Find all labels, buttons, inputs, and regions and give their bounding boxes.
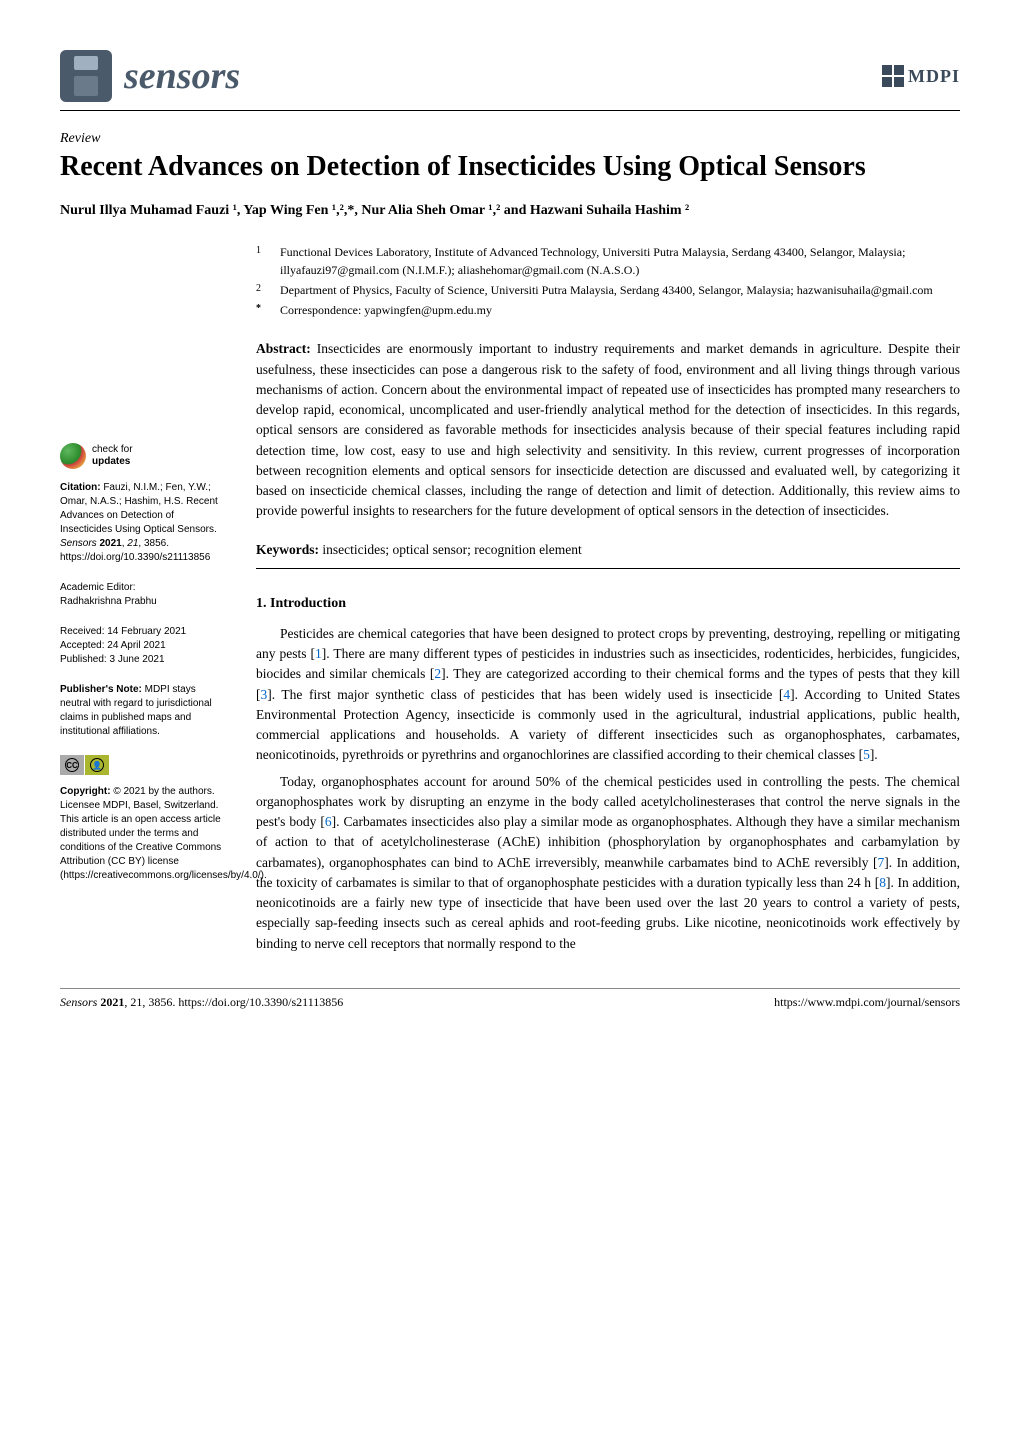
publishers-note-block: Publisher's Note: MDPI stays neutral wit… (60, 683, 228, 739)
citation-volume: 21 (127, 538, 138, 549)
sidebar: check for updates Citation: Fauzi, N.I.M… (60, 243, 228, 960)
editor-label: Academic Editor: (60, 582, 136, 593)
citation-journal: Sensors (60, 538, 97, 549)
editor-name: Radhakrishna Prabhu (60, 596, 157, 607)
check-updates-text: check for updates (92, 444, 133, 468)
header-rule (60, 110, 960, 111)
keywords-label: Keywords: (256, 542, 319, 557)
body-text-span: ]. The first major synthetic class of pe… (267, 687, 783, 702)
copyright-text: © 2021 by the authors. Licensee MDPI, Ba… (60, 786, 267, 881)
publisher-name: MDPI (908, 66, 960, 87)
main-content: 1 Functional Devices Laboratory, Institut… (256, 243, 960, 960)
citation-link[interactable]: 8 (879, 875, 886, 890)
check-line2: updates (92, 456, 130, 467)
affil-text: Department of Physics, Faculty of Scienc… (280, 283, 933, 297)
footer-left: Sensors 2021, 21, 3856. https://doi.org/… (60, 995, 343, 1010)
affiliations-list: 1 Functional Devices Laboratory, Institut… (256, 243, 960, 319)
keywords: Keywords: insecticides; optical sensor; … (256, 540, 960, 560)
citation-block: Citation: Fauzi, N.I.M.; Fen, Y.W.; Omar… (60, 481, 228, 565)
body-paragraph: Today, organophosphates account for arou… (256, 772, 960, 954)
journal-name: sensors (124, 54, 240, 98)
citation-link[interactable]: 5 (863, 747, 870, 762)
copyright-block: Copyright: © 2021 by the authors. Licens… (60, 785, 228, 883)
affil-marker: * (256, 301, 261, 316)
header: sensors MDPI (60, 50, 960, 102)
received-date: 14 February 2021 (107, 626, 186, 637)
section-heading: 1. Introduction (256, 593, 960, 614)
keywords-rule (256, 568, 960, 569)
accepted-label: Accepted: (60, 640, 107, 651)
footer-journal: Sensors (60, 995, 100, 1009)
page-footer: Sensors 2021, 21, 3856. https://doi.org/… (60, 988, 960, 1010)
published-date: 3 June 2021 (109, 654, 164, 665)
check-line1: check for (92, 444, 133, 455)
article-title: Recent Advances on Detection of Insectic… (60, 149, 960, 185)
citation-label: Citation: (60, 482, 101, 493)
affil-marker: 1 (256, 243, 261, 258)
mdpi-icon (882, 65, 904, 87)
check-for-updates-badge[interactable]: check for updates (60, 443, 228, 469)
affil-marker: 2 (256, 281, 261, 296)
footer-right[interactable]: https://www.mdpi.com/journal/sensors (774, 995, 960, 1010)
body-text-span: ]. (870, 747, 878, 762)
authors: Nurul Illya Muhamad Fauzi ¹, Yap Wing Fe… (60, 203, 960, 219)
article-type: Review (60, 131, 960, 147)
citation-link[interactable]: 6 (325, 814, 332, 829)
publisher-logo: MDPI (882, 65, 960, 87)
pubnote-label: Publisher's Note: (60, 684, 142, 695)
affiliation-item: * Correspondence: yapwingfen@upm.edu.my (256, 301, 960, 319)
academic-editor-block: Academic Editor: Radhakrishna Prabhu (60, 581, 228, 609)
citation-year: 2021 (97, 538, 122, 549)
affiliation-item: 1 Functional Devices Laboratory, Institut… (256, 243, 960, 279)
abstract: Abstract: Insecticides are enormously im… (256, 339, 960, 521)
cc-license-badge[interactable]: CC 👤 (60, 755, 228, 775)
affiliation-item: 2 Department of Physics, Faculty of Scien… (256, 281, 960, 299)
accepted-date: 24 April 2021 (107, 640, 165, 651)
crossmark-icon (60, 443, 86, 469)
abstract-label: Abstract: (256, 341, 311, 356)
main-layout: check for updates Citation: Fauzi, N.I.M… (60, 243, 960, 960)
affil-text: Correspondence: yapwingfen@upm.edu.my (280, 303, 492, 317)
journal-logo: sensors (60, 50, 240, 102)
citation-link[interactable]: 1 (315, 646, 322, 661)
by-icon: 👤 (85, 755, 109, 775)
affil-text: Functional Devices Laboratory, Institute… (280, 245, 905, 277)
body-text-span: ]. Carbamates insecticides also play a s… (256, 814, 960, 870)
cc-circle: CC (65, 758, 79, 772)
dates-block: Received: 14 February 2021 Accepted: 24 … (60, 625, 228, 667)
footer-doi: , 21, 3856. https://doi.org/10.3390/s211… (124, 995, 343, 1009)
keywords-text: insecticides; optical sensor; recognitio… (322, 542, 581, 557)
copyright-label: Copyright: (60, 786, 111, 797)
cc-icon: CC (60, 755, 84, 775)
received-label: Received: (60, 626, 107, 637)
footer-year: 2021 (100, 995, 124, 1009)
sensors-icon (60, 50, 112, 102)
published-label: Published: (60, 654, 109, 665)
by-circle: 👤 (90, 758, 104, 772)
abstract-text: Insecticides are enormously important to… (256, 341, 960, 518)
body-paragraph: Pesticides are chemical categories that … (256, 624, 960, 766)
